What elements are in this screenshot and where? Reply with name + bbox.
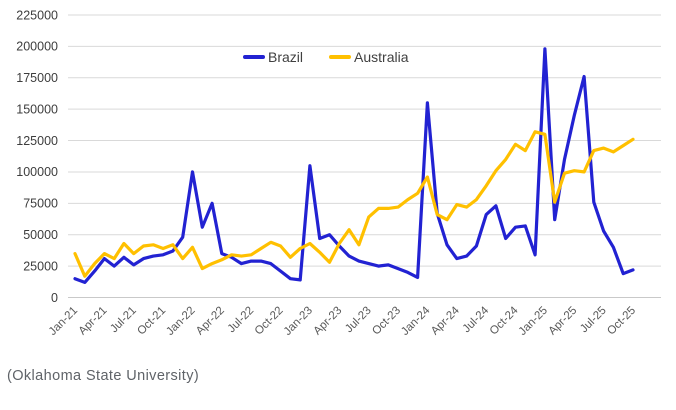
svg-text:Jul-23: Jul-23 (343, 305, 374, 336)
svg-text:Oct-24: Oct-24 (488, 304, 521, 337)
svg-text:Oct-22: Oct-22 (253, 305, 286, 338)
legend-item-australia: Australia (329, 49, 408, 65)
legend-item-brazil: Brazil (243, 49, 303, 65)
svg-text:200000: 200000 (16, 40, 58, 54)
svg-text:Apr-23: Apr-23 (312, 305, 345, 338)
svg-text:Jan-21: Jan-21 (47, 305, 80, 338)
brazil-line-swatch (243, 55, 265, 59)
svg-text:Oct-21: Oct-21 (135, 305, 168, 338)
svg-text:Jul-21: Jul-21 (108, 305, 139, 336)
svg-text:150000: 150000 (16, 102, 58, 116)
gridlines (68, 14, 661, 298)
svg-text:Jul-24: Jul-24 (461, 304, 492, 335)
svg-text:Jan-24: Jan-24 (399, 304, 433, 338)
svg-text:0: 0 (51, 291, 58, 305)
australia-line-swatch (329, 55, 352, 59)
svg-text:Jan-25: Jan-25 (517, 305, 550, 338)
svg-text:75000: 75000 (23, 197, 58, 211)
legend-label-brazil: Brazil (268, 49, 304, 65)
svg-text:225000: 225000 (16, 8, 58, 22)
svg-text:Jul-25: Jul-25 (578, 305, 609, 336)
svg-text:Jan-23: Jan-23 (282, 305, 315, 338)
legend: Brazil Australia (243, 49, 408, 65)
svg-text:100000: 100000 (16, 165, 58, 179)
svg-text:Apr-21: Apr-21 (77, 305, 110, 338)
x-axis-tick-labels: Jan-21Apr-21Jul-21Oct-21Jan-22Apr-22Jul-… (47, 304, 638, 338)
line-chart: 0 25000 50000 75000 100000 125000 150000 175000… (16, 8, 661, 338)
svg-text:Oct-23: Oct-23 (370, 305, 403, 338)
svg-text:175000: 175000 (16, 71, 58, 85)
y-axis-tick-labels: 0 25000 50000 75000 100000 125000 150000 175000… (16, 8, 58, 305)
svg-text:Apr-22: Apr-22 (194, 305, 227, 338)
svg-text:Apr-25: Apr-25 (546, 305, 579, 338)
source-caption: (Oklahoma State University) (7, 368, 200, 384)
svg-text:25000: 25000 (23, 259, 58, 273)
legend-label-australia: Australia (354, 49, 409, 65)
data-series-lines (73, 47, 635, 284)
svg-text:Oct-25: Oct-25 (605, 305, 638, 338)
svg-text:Jan-22: Jan-22 (164, 305, 197, 338)
svg-text:125000: 125000 (16, 134, 58, 148)
svg-text:Apr-24: Apr-24 (429, 304, 462, 337)
svg-text:Jul-22: Jul-22 (226, 305, 257, 336)
svg-text:50000: 50000 (23, 228, 58, 242)
